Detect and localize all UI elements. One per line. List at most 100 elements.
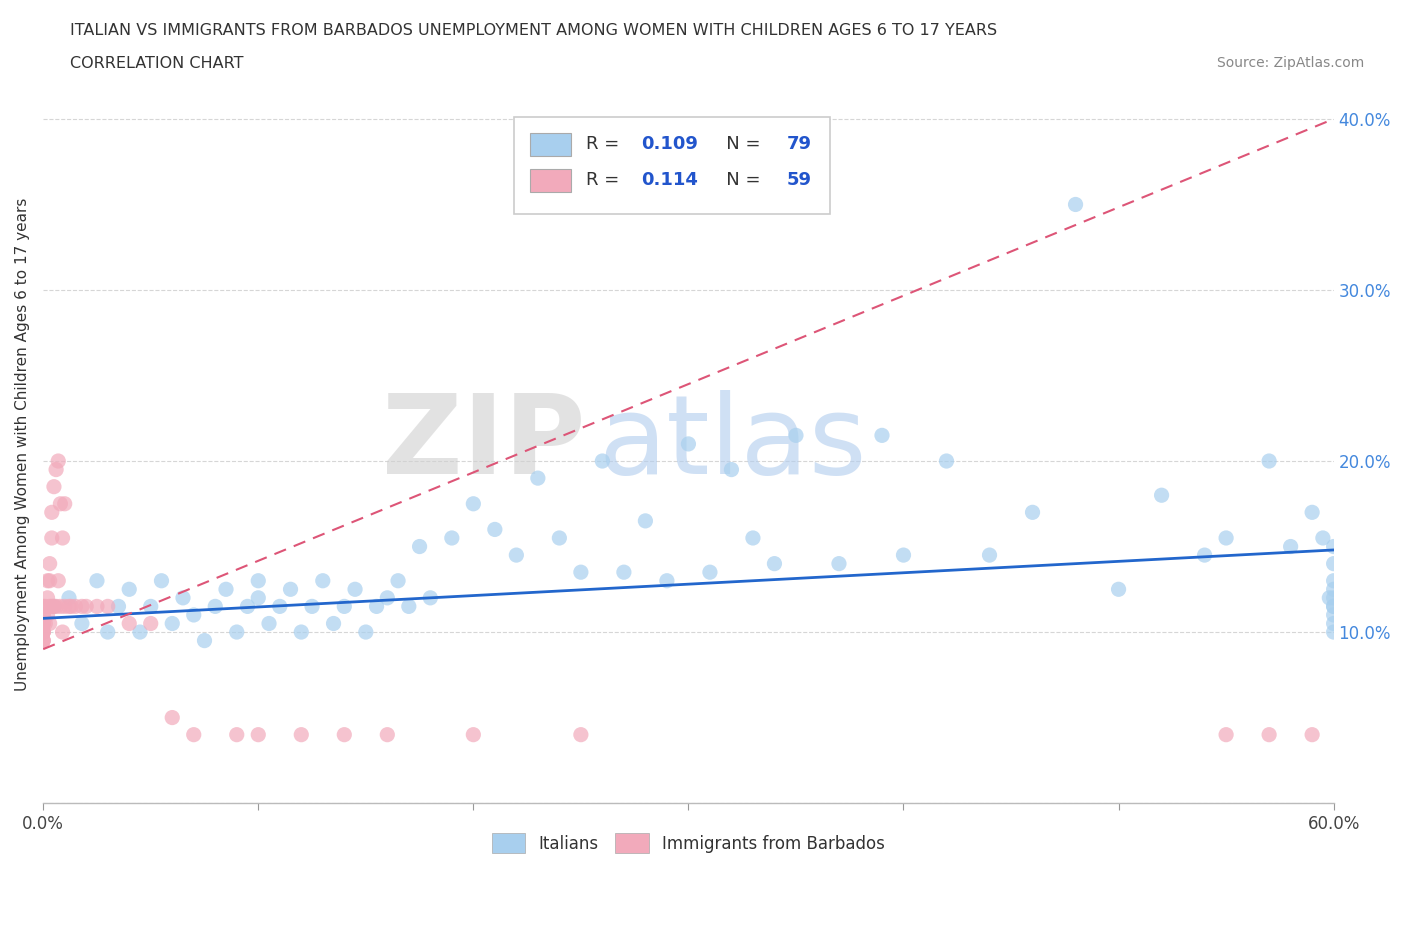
Point — [193, 633, 215, 648]
FancyBboxPatch shape — [530, 133, 571, 156]
Point — [51, 530, 73, 545]
Point — [463, 497, 485, 512]
Point — [1215, 727, 1237, 742]
Point — [42, 599, 65, 614]
Point — [613, 565, 636, 579]
Point — [1323, 556, 1346, 571]
Point — [129, 625, 152, 640]
Point — [247, 591, 270, 605]
Point — [32, 616, 55, 631]
Point — [1323, 599, 1346, 614]
Point — [183, 607, 205, 622]
Point — [225, 625, 247, 640]
Point — [301, 599, 323, 614]
Text: 0.114: 0.114 — [641, 171, 697, 190]
Point — [290, 625, 312, 640]
Point — [1323, 539, 1346, 554]
Point — [32, 616, 55, 631]
Point — [162, 616, 184, 631]
Point — [655, 573, 678, 588]
Point — [312, 573, 335, 588]
Point — [1317, 591, 1340, 605]
Point — [505, 548, 527, 563]
Point — [34, 599, 56, 614]
Text: R =: R = — [586, 136, 626, 153]
Text: 79: 79 — [786, 136, 811, 153]
Point — [269, 599, 291, 614]
Point — [215, 582, 238, 597]
Point — [225, 727, 247, 742]
Point — [1194, 548, 1216, 563]
Point — [75, 599, 97, 614]
Point — [1258, 454, 1281, 469]
Text: ITALIAN VS IMMIGRANTS FROM BARBADOS UNEMPLOYMENT AMONG WOMEN WITH CHILDREN AGES : ITALIAN VS IMMIGRANTS FROM BARBADOS UNEM… — [70, 23, 997, 38]
Point — [463, 727, 485, 742]
Point — [1301, 727, 1323, 742]
Point — [257, 616, 280, 631]
Point — [1064, 197, 1087, 212]
Point — [32, 625, 55, 640]
Point — [58, 591, 80, 605]
Point — [32, 616, 55, 631]
Point — [150, 573, 173, 588]
Point — [58, 599, 80, 614]
Point — [387, 573, 409, 588]
Point — [935, 454, 957, 469]
Point — [280, 582, 302, 597]
Point — [591, 454, 613, 469]
Point — [548, 530, 571, 545]
Point — [1323, 591, 1346, 605]
Point — [97, 625, 120, 640]
Point — [70, 616, 93, 631]
Text: 0.109: 0.109 — [641, 136, 697, 153]
FancyBboxPatch shape — [530, 169, 571, 192]
Point — [32, 633, 55, 648]
Point — [1323, 599, 1346, 614]
Point — [49, 599, 72, 614]
Point — [42, 479, 65, 494]
Point — [333, 727, 356, 742]
Text: Source: ZipAtlas.com: Source: ZipAtlas.com — [1216, 56, 1364, 70]
Point — [204, 599, 226, 614]
Point — [678, 436, 700, 451]
Point — [32, 633, 55, 648]
Point — [49, 497, 72, 512]
Point — [763, 556, 786, 571]
Point — [1312, 530, 1334, 545]
Point — [979, 548, 1001, 563]
Point — [375, 591, 398, 605]
Point — [70, 599, 93, 614]
Point — [32, 599, 55, 614]
Point — [440, 530, 463, 545]
Point — [333, 599, 356, 614]
Point — [41, 530, 63, 545]
Legend: Italians, Immigrants from Barbados: Italians, Immigrants from Barbados — [485, 827, 891, 859]
Point — [1150, 488, 1173, 503]
Point — [46, 454, 69, 469]
Point — [527, 471, 550, 485]
Point — [32, 616, 55, 631]
Point — [139, 599, 162, 614]
Point — [699, 565, 721, 579]
Point — [247, 727, 270, 742]
Point — [32, 633, 55, 648]
Point — [41, 505, 63, 520]
Point — [1279, 539, 1302, 554]
Point — [344, 582, 367, 597]
Text: 59: 59 — [786, 171, 811, 190]
Point — [38, 616, 60, 631]
Point — [1108, 582, 1130, 597]
Point — [53, 599, 76, 614]
Point — [41, 599, 63, 614]
Point — [42, 599, 65, 614]
Point — [236, 599, 259, 614]
Point — [32, 607, 55, 622]
Point — [419, 591, 441, 605]
Point — [828, 556, 851, 571]
Point — [32, 625, 55, 640]
Y-axis label: Unemployment Among Women with Children Ages 6 to 17 years: Unemployment Among Women with Children A… — [15, 197, 30, 691]
Text: ZIP: ZIP — [382, 391, 585, 498]
Point — [1258, 727, 1281, 742]
Text: R =: R = — [586, 171, 626, 190]
Point — [118, 582, 141, 597]
